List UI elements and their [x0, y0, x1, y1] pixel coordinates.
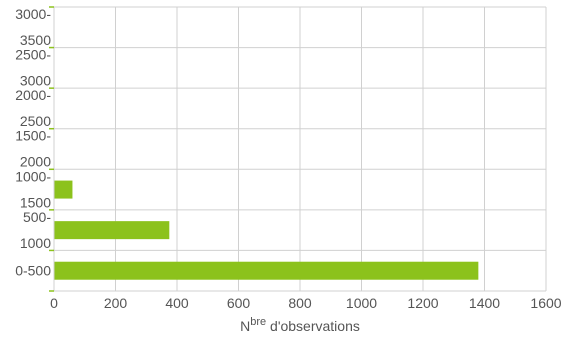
x-tick-label-0: 0 [50, 295, 58, 311]
x-axis-title: Nbre d'observations [240, 316, 360, 334]
x-tick-label-400: 400 [165, 295, 189, 311]
x-tick-label-1000: 1000 [346, 295, 377, 311]
x-tick-label-200: 200 [104, 295, 128, 311]
x-tick-label-1200: 1200 [407, 295, 438, 311]
y-tick-label-2500-3000: 2500-3000 [15, 47, 51, 89]
x-tick-label-1600: 1600 [530, 295, 561, 311]
bar-1000-1500 [54, 180, 73, 199]
x-tick-label-800: 800 [288, 295, 312, 311]
x-tick-label-600: 600 [227, 295, 251, 311]
x-tick-label-1400: 1400 [469, 295, 500, 311]
bar-0-500 [54, 261, 479, 280]
y-tick-label-0-500: 0-500 [15, 263, 51, 279]
y-axis: 0-500 500-10001000-15001500-20002000-2500… [15, 6, 55, 292]
y-tick-label-2000-2500: 2000-2500 [15, 87, 51, 129]
x-axis: 0 200 400 600 800 1000 1200 1400 1600 [50, 295, 562, 311]
y-tick-label-500-1000: 500-1000 [20, 209, 51, 251]
y-tick-label-1000-1500: 1000-1500 [15, 168, 51, 210]
y-tick-label-3000-3500: 3000-3500 [15, 6, 51, 48]
y-tick-label-1500-2000: 1500-2000 [15, 128, 51, 170]
grid-lines [54, 6, 547, 292]
bars [54, 180, 479, 280]
bar-500-1000 [54, 221, 170, 240]
